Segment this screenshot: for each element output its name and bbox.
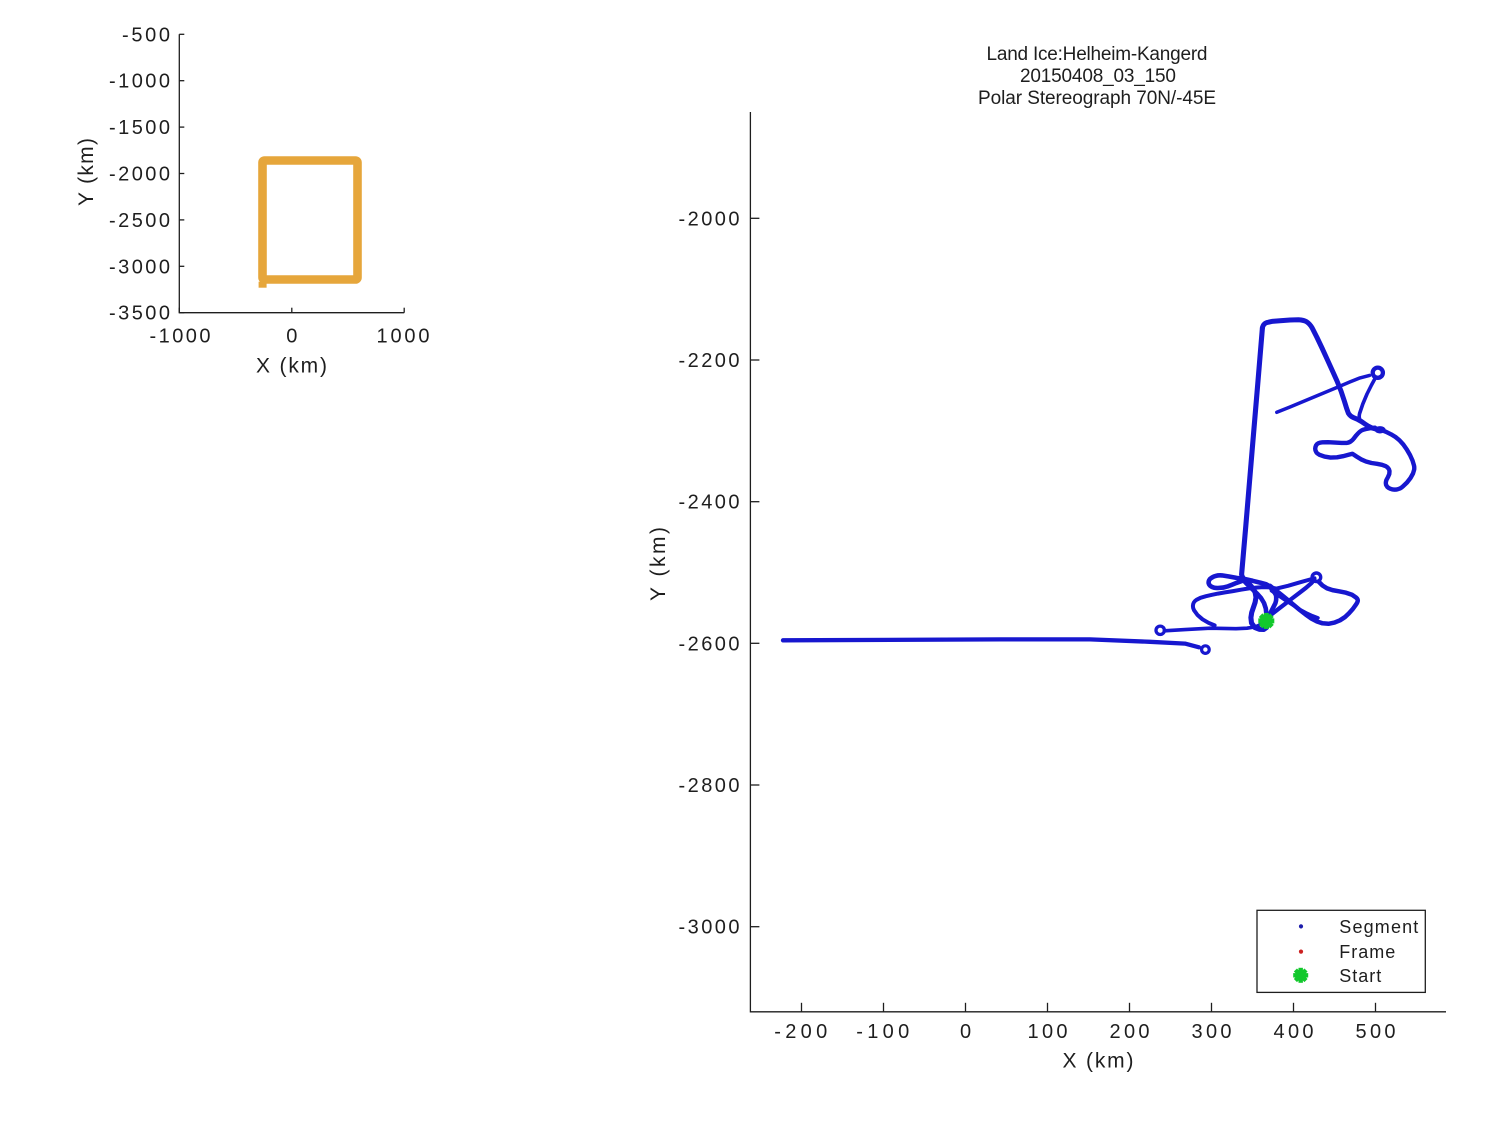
svg-text:300: 300 [1192, 1021, 1232, 1043]
svg-text:X (km): X (km) [1063, 1050, 1134, 1073]
svg-text:0: 0 [960, 1021, 971, 1043]
svg-text:200: 200 [1110, 1021, 1150, 1043]
svg-text:-2500: -2500 [109, 210, 170, 232]
svg-text:0: 0 [286, 326, 297, 348]
svg-text:-2200: -2200 [679, 350, 740, 372]
svg-text:-1500: -1500 [109, 117, 170, 139]
svg-text:Polar Stereograph 70N/-45E: Polar Stereograph 70N/-45E [978, 88, 1216, 109]
svg-text:-2400: -2400 [679, 492, 740, 514]
svg-text:-2600: -2600 [679, 633, 740, 655]
svg-text:Y (km): Y (km) [647, 527, 670, 601]
svg-text:400: 400 [1274, 1021, 1314, 1043]
svg-text:-1000: -1000 [109, 71, 170, 93]
svg-text:Start: Start [1339, 966, 1381, 986]
svg-text:500: 500 [1356, 1021, 1396, 1043]
svg-text:Y (km): Y (km) [75, 138, 98, 206]
svg-text:-2800: -2800 [679, 775, 740, 797]
svg-text:-3500: -3500 [109, 303, 170, 325]
svg-text:-2000: -2000 [679, 208, 740, 230]
svg-text:Segment: Segment [1339, 917, 1418, 937]
svg-text:-500: -500 [122, 24, 170, 46]
svg-text:100: 100 [1028, 1021, 1068, 1043]
svg-text:Land Ice:Helheim-Kangerd: Land Ice:Helheim-Kangerd [987, 44, 1208, 65]
svg-text:-3000: -3000 [679, 917, 740, 939]
svg-text:-2000: -2000 [109, 164, 170, 186]
svg-text:-3000: -3000 [109, 256, 170, 278]
svg-text:20150408_03_150: 20150408_03_150 [1020, 66, 1176, 87]
svg-text:X (km): X (km) [256, 355, 327, 378]
svg-text:Frame: Frame [1339, 942, 1395, 962]
svg-text:-1000: -1000 [150, 326, 211, 348]
